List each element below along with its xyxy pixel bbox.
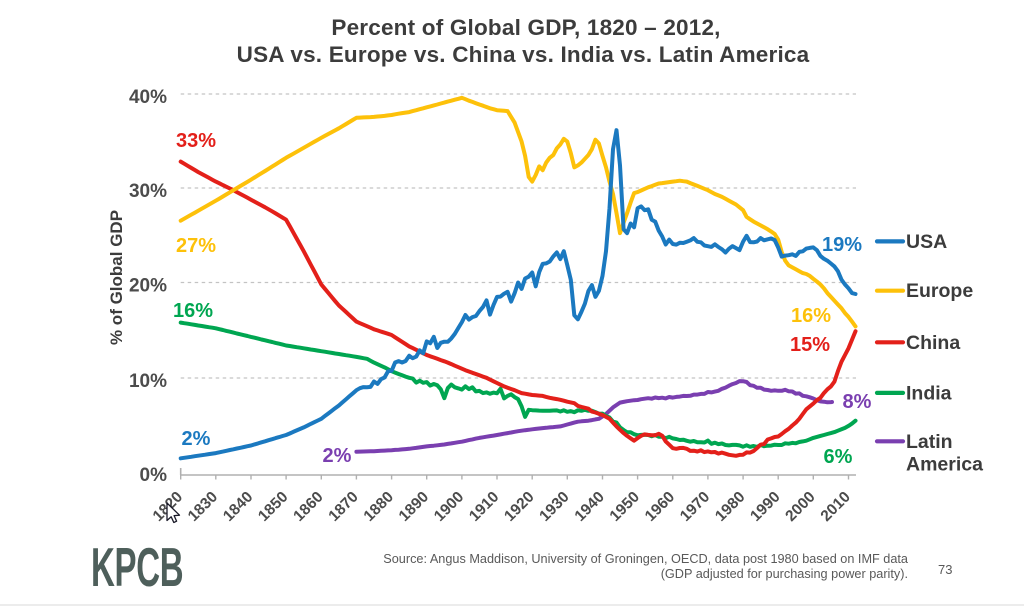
svg-text:1880: 1880 [361, 489, 397, 525]
svg-text:1910: 1910 [466, 489, 502, 525]
svg-text:Europe: Europe [906, 280, 973, 302]
svg-text:% of Global GDP: % of Global GDP [107, 210, 126, 345]
svg-text:16%: 16% [173, 300, 213, 322]
svg-text:1940: 1940 [572, 489, 608, 525]
svg-text:20%: 20% [129, 276, 167, 297]
svg-text:India: India [906, 382, 952, 404]
svg-text:40%: 40% [129, 87, 167, 108]
svg-text:8%: 8% [843, 391, 872, 413]
svg-text:1980: 1980 [712, 489, 748, 525]
svg-text:1920: 1920 [501, 489, 537, 525]
svg-text:10%: 10% [129, 371, 167, 392]
svg-text:1890: 1890 [396, 489, 432, 525]
svg-text:1950: 1950 [607, 489, 643, 525]
svg-text:1990: 1990 [747, 489, 783, 525]
svg-text:China: China [906, 332, 960, 354]
svg-text:1850: 1850 [255, 489, 291, 525]
svg-text:1870: 1870 [325, 489, 361, 525]
svg-text:2%: 2% [182, 428, 211, 450]
svg-text:30%: 30% [129, 181, 167, 202]
svg-text:33%: 33% [176, 130, 216, 152]
svg-text:1860: 1860 [290, 489, 326, 525]
svg-text:1900: 1900 [431, 489, 467, 525]
svg-text:1960: 1960 [642, 489, 678, 525]
svg-text:1970: 1970 [677, 489, 713, 525]
svg-text:15%: 15% [790, 334, 830, 356]
svg-text:2010: 2010 [818, 489, 854, 525]
svg-text:2%: 2% [323, 445, 352, 467]
svg-text:19%: 19% [822, 234, 862, 256]
svg-text:27%: 27% [176, 235, 216, 257]
svg-text:Latin: Latin [906, 431, 953, 453]
svg-text:16%: 16% [791, 305, 831, 327]
svg-text:America: America [906, 454, 983, 476]
svg-text:2000: 2000 [782, 489, 818, 525]
svg-text:1930: 1930 [536, 489, 572, 525]
svg-text:0%: 0% [140, 465, 168, 486]
svg-text:USA: USA [906, 231, 947, 253]
svg-text:6%: 6% [824, 446, 853, 468]
svg-text:1840: 1840 [220, 489, 256, 525]
svg-text:1830: 1830 [185, 489, 221, 525]
